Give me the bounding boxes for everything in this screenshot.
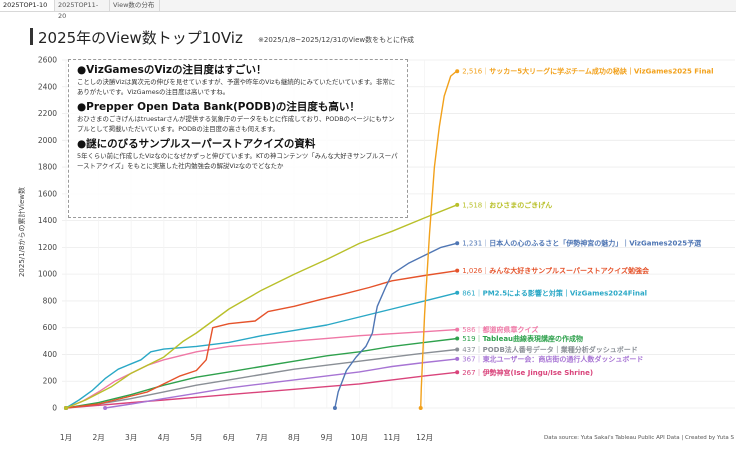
series-line — [104, 358, 458, 409]
series-name-label: 都道府県章クイズ — [482, 325, 539, 334]
tab-top11-20[interactable]: 2025TOP11-20 — [55, 0, 110, 20]
note-heading-vizgames: ●VizGamesのVizの注目度はすごい！ — [77, 64, 267, 76]
series-end-label: 861｜PM2.5による影響と対策｜VizGames2024Final — [462, 288, 647, 297]
series-name-label: みんな大好きサンプルスーパーストアクイズ勉強会 — [489, 266, 650, 275]
series-end-point — [455, 356, 460, 361]
series-name-label: Tableau曲線表現講座の作成物 — [483, 334, 583, 343]
note-body-vizgames: ことしの決勝Vizは異次元の伸びを見せていますが、予選や昨年のVizも継続的にみ… — [77, 78, 396, 96]
series-start-point — [64, 406, 68, 410]
y-tick-label: 1400 — [38, 216, 57, 225]
series-end-point — [455, 268, 460, 273]
page-subtitle: ※2025/1/8~2025/12/31のView数をもとに作成 — [258, 36, 414, 44]
series-end-label: 519｜Tableau曲線表現講座の作成物 — [462, 334, 583, 343]
series-end-point — [455, 241, 460, 246]
series-end-label: 267｜伊勢神宮(Ise Jingu/Ise Shrine) — [462, 368, 593, 377]
data-source-credit: Data source: Yuta Sakai's Tableau Public… — [544, 435, 734, 441]
y-tick-label: 1200 — [38, 243, 57, 252]
x-tick-label: 11月 — [383, 433, 400, 442]
series-end-label: 1,231｜日本人の心のふるさと「伊勢神宮の魅力」｜VizGames2025予選 — [462, 239, 701, 248]
series-line — [65, 204, 458, 409]
y-tick-label: 600 — [43, 323, 58, 332]
y-tick-label: 2200 — [38, 109, 57, 118]
series-start-point — [103, 406, 108, 410]
series-start-point — [418, 406, 423, 410]
series-start-point — [332, 406, 337, 410]
series-value-label: 2,516｜ — [462, 68, 489, 76]
series-end-label: 1,026｜みんな大好きサンプルスーパーストアクイズ勉強会 — [462, 266, 650, 275]
y-tick-label: 800 — [43, 296, 58, 305]
series-name-label: PM2.5による影響と対策｜VizGames2024Final — [483, 288, 648, 297]
series-line — [420, 70, 458, 409]
series-end-label: 437｜PODB法人番号データ｜業種分析ダッシュボード — [462, 345, 638, 354]
series-line — [65, 292, 458, 409]
series-line — [334, 242, 458, 409]
series-line — [65, 371, 458, 409]
series-name-label: 伊勢神宮(Ise Jingu/Ise Shrine) — [482, 368, 593, 377]
y-tick-label: 2400 — [38, 82, 57, 91]
series-line — [65, 270, 458, 409]
title-accent-bar — [30, 28, 33, 45]
series-end-point — [455, 370, 460, 375]
series-end-label: 367｜東北ユーザー会：商店街の通行人数ダッシュボード — [462, 354, 643, 363]
tab-view-distribution[interactable]: View数の分布 — [110, 0, 160, 11]
series-line — [65, 337, 458, 409]
x-tick-label: 12月 — [416, 433, 433, 442]
series-name-label: PODB法人番号データ｜業種分析ダッシュボード — [483, 345, 638, 354]
x-tick-label: 4月 — [158, 433, 170, 442]
sheet-tab-bar: 2025TOP1-10 2025TOP11-20 View数の分布 — [0, 0, 736, 20]
y-tick-label: 2600 — [38, 56, 57, 65]
y-tick-label: 1800 — [38, 163, 57, 172]
series-end-label: 2,516｜サッカー5大リーグに学ぶチーム成功の秘訣｜VizGames2025 … — [462, 67, 713, 76]
note-heading-superstore: ●謎にのびるサンプルスーパーストアクイズの資料 — [77, 138, 316, 150]
y-tick-label: 1600 — [38, 189, 57, 198]
series-end-point — [455, 336, 460, 341]
series-value-label: 267｜ — [462, 369, 482, 377]
y-tick-label: 200 — [43, 377, 58, 386]
series-value-label: 1,231｜ — [462, 240, 489, 248]
x-tick-label: 1月 — [60, 433, 72, 442]
series-name-label: おひさまのごきげん — [489, 200, 552, 209]
series-value-label: 1,026｜ — [462, 267, 489, 275]
series-end-point — [455, 327, 460, 332]
series-line — [65, 348, 458, 409]
series-end-point — [455, 202, 460, 207]
x-tick-label: 8月 — [288, 433, 300, 442]
series-line — [65, 328, 458, 409]
x-tick-label: 7月 — [255, 433, 267, 442]
x-tick-label: 3月 — [125, 433, 137, 442]
x-tick-label: 9月 — [321, 433, 333, 442]
x-tick-label: 10月 — [351, 433, 368, 442]
y-tick-label: 0 — [52, 404, 57, 413]
series-name-label: サッカー5大リーグに学ぶチーム成功の秘訣｜VizGames2025 Final — [489, 67, 713, 76]
series-value-label: 1,518｜ — [462, 201, 489, 209]
series-value-label: 367｜ — [462, 355, 482, 363]
series-value-label: 437｜ — [462, 346, 482, 354]
tab-top1-10[interactable]: 2025TOP1-10 — [0, 0, 55, 11]
note-heading-podb: ●Prepper Open Data Bank(PODB)の注目度も高い！ — [77, 101, 360, 113]
series-value-label: 586｜ — [462, 326, 482, 334]
series-end-point — [455, 69, 460, 74]
note-body-superstore: 5年くらい前に作成したVizなのになぜかずっと伸びています。KTの神コンテンツ「… — [77, 152, 398, 170]
x-tick-label: 2月 — [92, 433, 104, 442]
series-value-label: 519｜ — [462, 335, 482, 343]
y-tick-label: 400 — [43, 350, 58, 359]
series-end-point — [455, 290, 460, 295]
page-title: 2025年のView数トップ10Viz — [38, 29, 243, 47]
series-end-point — [455, 347, 460, 352]
x-tick-label: 6月 — [223, 433, 235, 442]
series-end-label: 1,518｜おひさまのごきげん — [462, 200, 552, 209]
annotation-box: ●VizGamesのVizの注目度はすごい！ ことしの決勝Vizは異次元の伸びを… — [68, 59, 408, 218]
series-value-label: 861｜ — [462, 289, 482, 297]
series-name-label: 東北ユーザー会：商店街の通行人数ダッシュボード — [483, 354, 644, 363]
y-tick-label: 1000 — [38, 270, 57, 279]
note-body-podb: おひさまのごきげんはtruestarさんが提供する気象庁のデータをもとに作成して… — [77, 115, 395, 133]
series-end-label: 586｜都道府県章クイズ — [462, 325, 538, 334]
x-tick-label: 5月 — [190, 433, 202, 442]
y-tick-label: 2000 — [38, 136, 57, 145]
series-name-label: 日本人の心のふるさと「伊勢神宮の魅力」｜VizGames2025予選 — [489, 239, 701, 248]
